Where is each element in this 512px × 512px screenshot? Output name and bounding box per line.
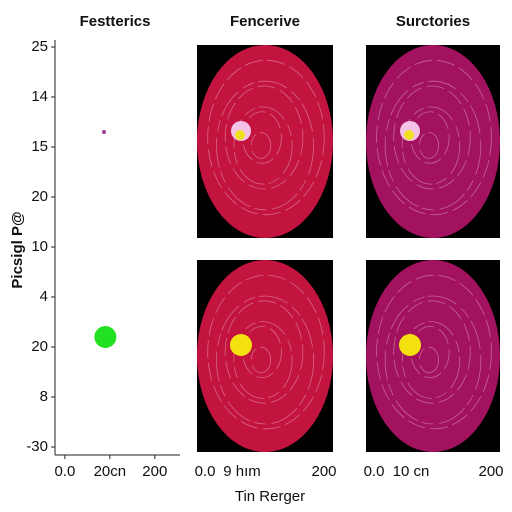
contour <box>384 80 482 211</box>
y-axis-label: Picsigl P@ <box>9 211 26 288</box>
y-tick-label: 20 <box>31 188 48 205</box>
image-panel <box>366 260 500 452</box>
contour <box>250 346 272 374</box>
x-tick-label: 20cn <box>94 463 127 480</box>
y-tick-label: 10 <box>31 238 48 255</box>
hot-spot <box>399 334 421 356</box>
chart-title: Fencerive <box>230 13 300 30</box>
contour <box>207 59 325 216</box>
x-tick-label: 9 hım <box>223 463 261 480</box>
x-tick-label: 0.0 <box>195 463 216 480</box>
chart-title: Festterics <box>80 13 151 30</box>
image-panel <box>366 45 500 238</box>
contour <box>401 321 461 399</box>
contour <box>376 59 492 216</box>
image-panel <box>197 260 333 452</box>
x-tick-label: 200 <box>311 463 336 480</box>
heat-oval <box>366 45 500 238</box>
chart-title: Surctories <box>396 13 470 30</box>
heat-oval <box>197 260 333 452</box>
contour <box>207 274 325 430</box>
y-tick-label: 8 <box>40 388 48 405</box>
contour <box>216 80 314 211</box>
contour <box>419 346 439 374</box>
contour <box>224 300 304 404</box>
contour <box>393 85 471 190</box>
contour <box>216 295 314 425</box>
y-tick-label: 15 <box>31 138 48 155</box>
contour <box>376 274 492 430</box>
hot-spot <box>404 130 414 140</box>
x-tick-label: 0.0 <box>54 463 75 480</box>
x-tick-label: 200 <box>478 463 503 480</box>
x-tick-label: 0.0 <box>364 463 385 480</box>
contour <box>419 132 439 159</box>
x-tick-label: 200 <box>142 463 167 480</box>
hot-spot <box>230 334 252 356</box>
y-tick-label: 14 <box>31 88 48 105</box>
contour <box>233 321 293 399</box>
hot-spot <box>235 130 245 140</box>
y-tick-label: -30 <box>26 438 48 455</box>
x-axis-label: Tin Rerger <box>235 488 305 505</box>
contour <box>401 106 461 185</box>
y-tick-label: 4 <box>40 288 48 305</box>
x-tick-label: 10 cn <box>393 463 430 480</box>
contour <box>224 85 304 190</box>
contour <box>233 106 293 185</box>
y-tick-label: 20 <box>31 338 48 355</box>
y-tick-label: 25 <box>31 38 48 55</box>
point <box>102 130 107 134</box>
heat-oval <box>366 260 500 452</box>
image-panel <box>197 45 333 238</box>
heat-oval <box>197 45 333 238</box>
point <box>94 326 117 348</box>
contour <box>393 300 471 404</box>
contour <box>250 132 272 159</box>
contour <box>384 295 482 425</box>
